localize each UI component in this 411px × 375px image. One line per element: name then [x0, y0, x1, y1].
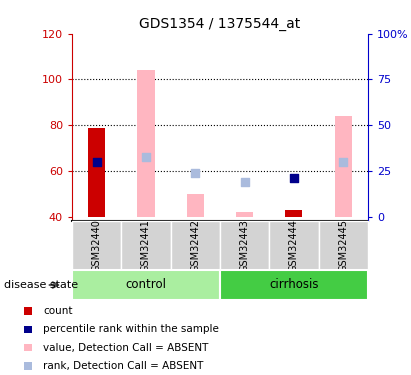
Text: rank, Detection Call = ABSENT: rank, Detection Call = ABSENT [44, 361, 204, 371]
Text: GSM32442: GSM32442 [190, 219, 200, 272]
Text: count: count [44, 306, 73, 316]
Point [241, 179, 248, 185]
Text: control: control [125, 279, 166, 291]
Bar [88, 128, 105, 217]
Text: GSM32444: GSM32444 [289, 219, 299, 272]
Point [192, 170, 199, 176]
Text: GSM32440: GSM32440 [92, 219, 102, 272]
Point [340, 159, 346, 165]
Bar [72, 270, 220, 300]
Point [291, 175, 297, 181]
Bar [269, 221, 319, 270]
Bar [72, 221, 121, 270]
Bar [220, 270, 368, 300]
Bar [121, 221, 171, 270]
Bar [171, 221, 220, 270]
Text: disease state: disease state [4, 280, 78, 290]
Title: GDS1354 / 1375544_at: GDS1354 / 1375544_at [139, 17, 300, 32]
Text: percentile rank within the sample: percentile rank within the sample [44, 324, 219, 334]
Point [143, 154, 149, 160]
Bar [285, 210, 302, 217]
Bar [236, 212, 253, 217]
Point [25, 363, 31, 369]
Text: GSM32441: GSM32441 [141, 219, 151, 272]
Point [25, 345, 31, 351]
Bar [319, 221, 368, 270]
Bar [220, 221, 269, 270]
Bar [187, 194, 204, 217]
Text: cirrhosis: cirrhosis [269, 279, 319, 291]
Bar [335, 116, 352, 217]
Point [25, 308, 31, 314]
Point [25, 326, 31, 332]
Text: value, Detection Call = ABSENT: value, Detection Call = ABSENT [44, 343, 209, 352]
Text: GSM32445: GSM32445 [338, 219, 348, 272]
Bar [137, 70, 155, 217]
Point [93, 159, 100, 165]
Text: GSM32443: GSM32443 [240, 219, 249, 272]
